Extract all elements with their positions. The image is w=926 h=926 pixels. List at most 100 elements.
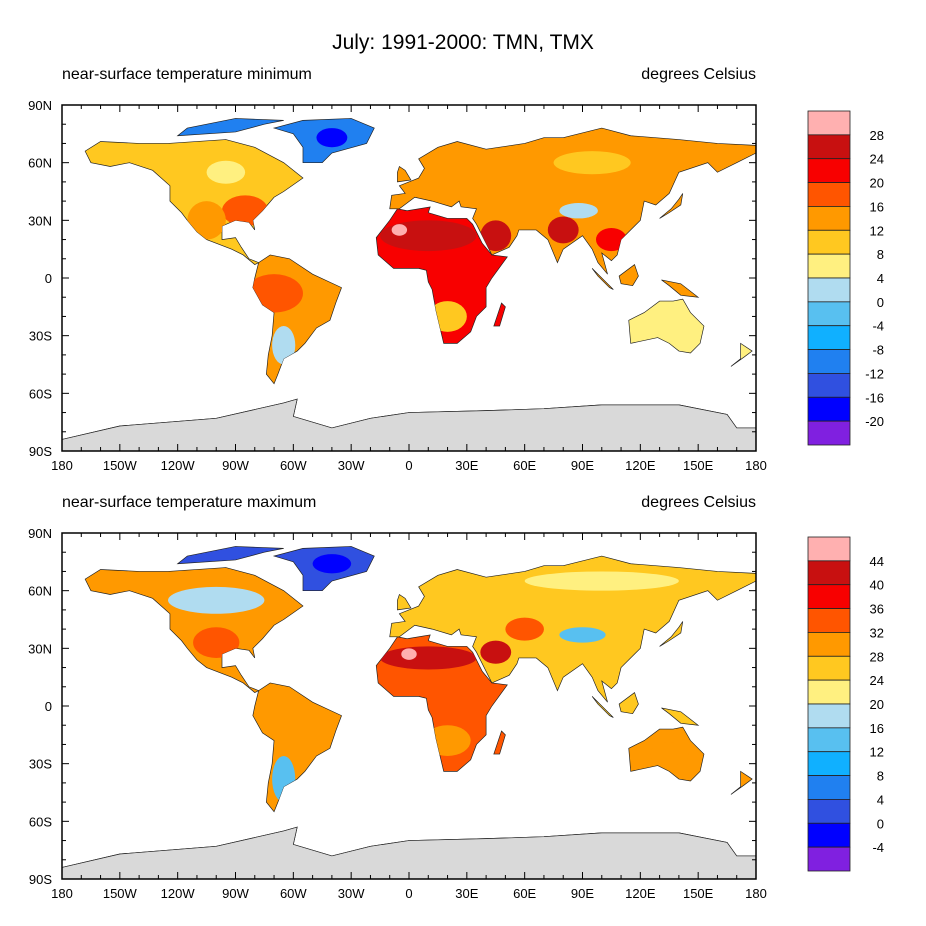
landmass-uk: [397, 593, 412, 611]
colorbar-level-label: 20: [870, 697, 884, 712]
colorbar-level-label: 16: [870, 721, 884, 736]
colorbar-level-label: 20: [870, 176, 884, 191]
temperature-region: [187, 201, 226, 240]
colorbar-level-label: 28: [870, 128, 884, 143]
panel-variable-label: near-surface temperature maximum: [62, 494, 316, 511]
colorbar-swatch: [807, 846, 851, 872]
colorbar-swatch: [807, 349, 851, 374]
panel-units-label: degrees Celsius: [641, 494, 756, 511]
y-tick-label: 30N: [28, 641, 52, 656]
colorbar-swatch: [807, 536, 851, 562]
colorbar-swatch: [807, 560, 851, 586]
antarctica: [62, 826, 756, 879]
colorbar-level-label: -20: [865, 414, 884, 429]
x-tick-label: 120E: [625, 886, 656, 901]
y-tick-label: 30N: [28, 213, 52, 228]
colorbar-level-label: -8: [872, 343, 884, 358]
colorbar-swatch: [807, 799, 851, 824]
colorbar-level-label: -4: [872, 319, 884, 334]
colorbar-level-label: 24: [870, 152, 884, 167]
colorbar-level-label: -16: [865, 390, 884, 405]
x-tick-label: 60E: [513, 458, 536, 473]
temperature-region: [505, 617, 544, 641]
colorbar-swatch: [807, 420, 851, 446]
landmass-uk: [397, 165, 412, 183]
x-tick-label: 60W: [280, 886, 307, 901]
colorbar-level-label: 32: [870, 625, 884, 640]
landmass-madagascar: [493, 730, 506, 755]
y-tick-label: 30S: [29, 757, 52, 772]
colorbar-level-label: -4: [872, 840, 884, 855]
colorbar-level-label: 8: [877, 247, 884, 262]
colorbar-swatch: [807, 158, 851, 183]
x-tick-label: 90E: [571, 458, 594, 473]
map-area: [62, 105, 756, 451]
landmass-borneo: [618, 691, 639, 715]
y-tick-label: 0: [45, 699, 52, 714]
x-tick-label: 30W: [338, 886, 365, 901]
x-tick-label: 120E: [625, 458, 656, 473]
landmass-eurasia: [389, 127, 756, 275]
panel-units-label: degrees Celsius: [641, 66, 756, 83]
colorbar-level-label: 40: [870, 578, 884, 593]
landmass-sumatra: [591, 696, 614, 718]
landmass-nz: [730, 342, 753, 367]
colorbar-swatch: [807, 775, 851, 800]
landmass-newguinea: [661, 279, 700, 298]
y-tick-label: 90N: [28, 526, 52, 541]
colorbar-swatch: [807, 277, 851, 303]
temperature-region: [193, 627, 240, 658]
x-tick-label: 30E: [455, 458, 478, 473]
colorbar-swatch: [807, 703, 851, 729]
colorbar-swatch: [807, 679, 851, 705]
x-tick-label: 150W: [103, 458, 138, 473]
x-tick-label: 150E: [683, 886, 714, 901]
x-tick-label: 0: [405, 458, 412, 473]
colorbar-swatch: [807, 822, 851, 848]
map-area: [62, 533, 756, 879]
colorbar-level-label: -12: [865, 366, 884, 381]
x-tick-label: 90E: [571, 886, 594, 901]
y-tick-label: 90N: [28, 98, 52, 113]
temperature-patches: [168, 554, 689, 803]
colorbar-swatch: [807, 253, 851, 279]
colorbar-swatch: [807, 655, 851, 681]
x-tick-label: 180: [51, 886, 73, 901]
landmass-madagascar: [493, 302, 506, 327]
colorbar-level-label: 4: [877, 271, 884, 286]
landmass-newguinea: [661, 707, 700, 726]
temperature-region: [401, 648, 417, 660]
colorbar-swatch: [807, 373, 851, 398]
colorbar-swatch: [807, 182, 851, 207]
colorbar-level-label: 28: [870, 649, 884, 664]
temperature-region: [649, 742, 689, 766]
landmass-borneo: [618, 263, 639, 287]
landmass-australia: [628, 298, 705, 354]
colorbar-swatch: [807, 206, 851, 231]
colorbar-swatch: [807, 229, 851, 255]
map-panel-tmx: near-surface temperature maximum degrees …: [28, 494, 884, 901]
temperature-region: [547, 216, 579, 244]
temperature-region: [316, 128, 348, 148]
x-tick-label: 180: [51, 458, 73, 473]
landmass-sumatra: [591, 268, 614, 290]
temperature-region: [380, 646, 477, 670]
x-tick-label: 60W: [280, 458, 307, 473]
y-tick-label: 30S: [29, 329, 52, 344]
y-tick-label: 60N: [28, 156, 52, 171]
landmass-japan: [659, 621, 684, 647]
temperature-region: [391, 224, 408, 236]
temperature-region: [480, 220, 512, 252]
x-tick-label: 90W: [222, 886, 249, 901]
temperature-region: [272, 326, 296, 365]
temperature-region: [524, 571, 679, 591]
temperature-region: [559, 627, 606, 643]
landmass-africa: [375, 634, 508, 772]
temperature-region: [595, 228, 627, 252]
x-tick-label: 150E: [683, 458, 714, 473]
y-tick-label: 90S: [29, 444, 52, 459]
colorbar: 28 24 20 16 12 8 4 0 -4 -8 -12 -16 -20: [807, 110, 884, 446]
x-tick-label: 180: [745, 886, 767, 901]
landmass-japan: [659, 193, 684, 219]
